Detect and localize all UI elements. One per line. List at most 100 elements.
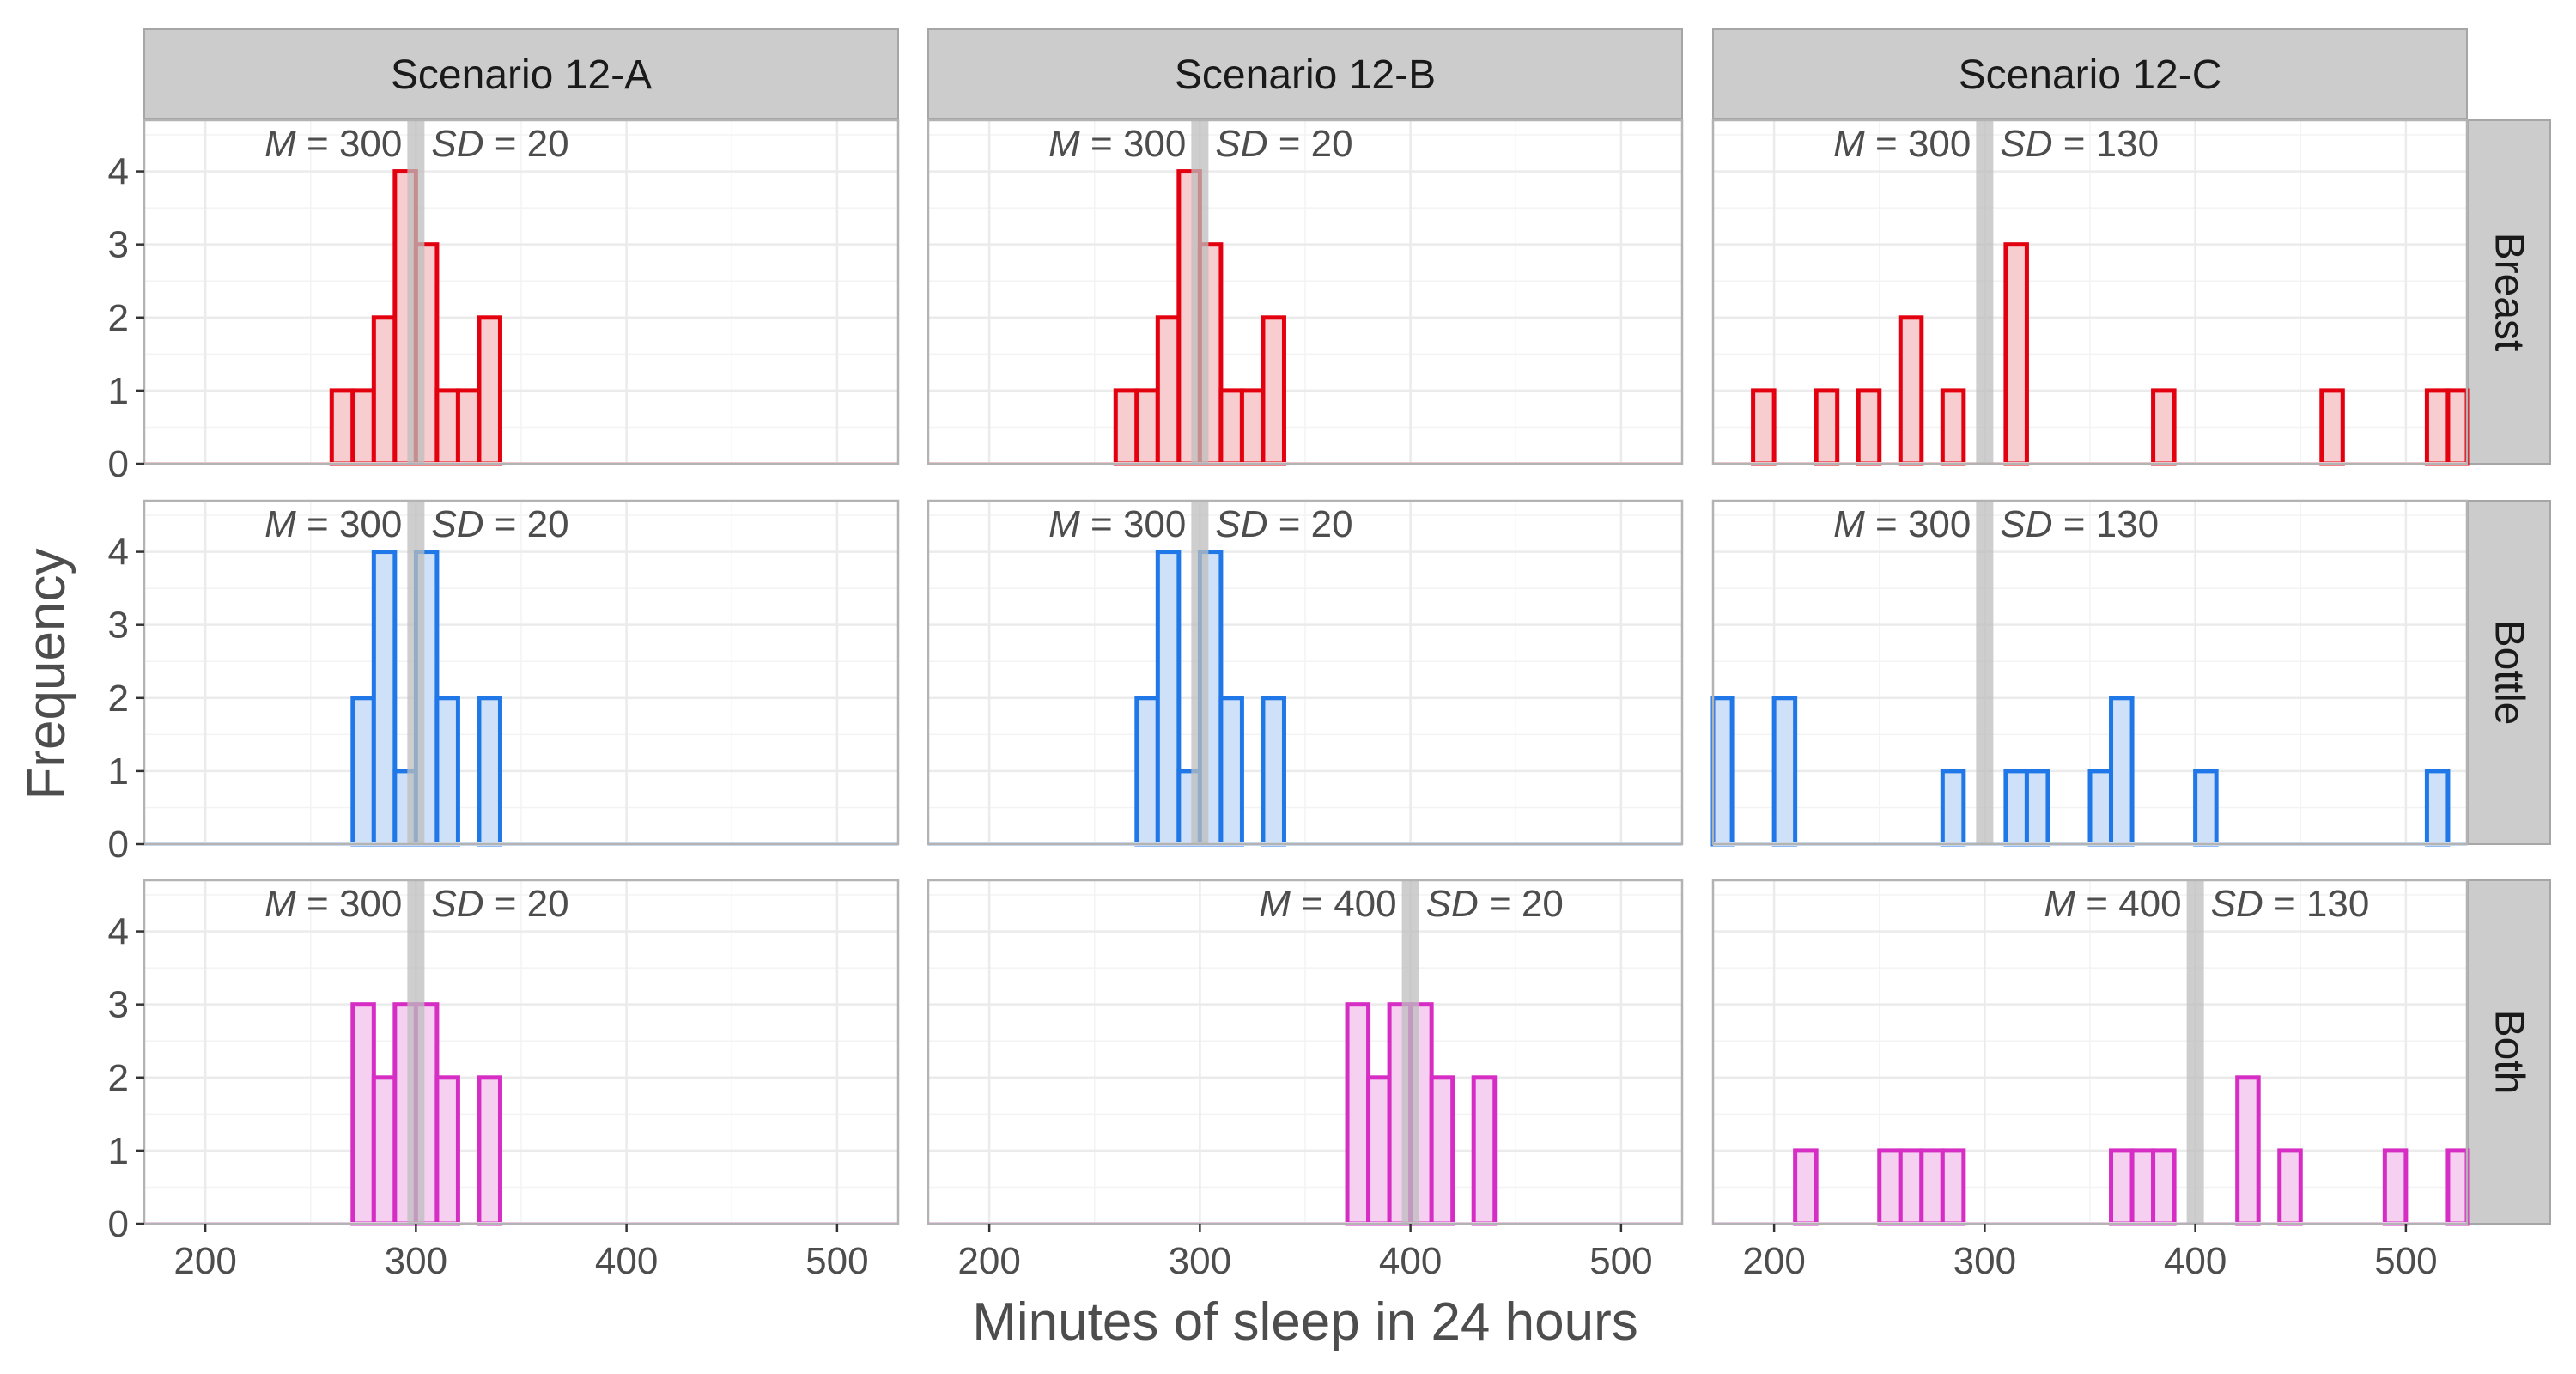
histogram-bar [350,1002,376,1226]
y-tick-label: 0 [108,824,129,866]
histogram-bar [1940,388,1966,466]
y-tick-label: 1 [108,751,129,793]
mean-annotation: M = 300 [264,503,402,545]
sd-annotation: SD = 20 [1215,503,1352,545]
histogram-bar [1113,388,1139,466]
mean-annotation: M = 400 [1259,883,1396,925]
y-tick-label: 1 [108,1130,129,1172]
column-strip [1712,28,2468,119]
sd-annotation: SD = 130 [2211,883,2370,925]
x-axis-title: Minutes of sleep in 24 hours [972,1292,1637,1352]
histogram-bar [2424,769,2451,847]
histogram-bar [2445,388,2470,466]
panel-bottle-a: M = 300 SD = 20 [143,499,900,847]
sd-annotation: SD = 20 [431,503,568,545]
column-strip-label: Scenario 12-B [1175,52,1436,98]
histogram-bar [477,315,502,466]
column-strip [143,28,899,119]
histogram-bar [1877,1148,1903,1226]
column-strip-label: Scenario 12-A [391,52,652,98]
histogram-bar [2193,769,2219,847]
panel-bottle-b: M = 300 SD = 20 [927,499,1684,847]
y-axis-title: Frequency [17,549,76,800]
mean-annotation: M = 300 [264,883,402,925]
histogram-bar [1345,1002,1371,1226]
row-strip [2467,119,2551,465]
y-tick-label: 2 [108,297,129,339]
histogram-bar [1366,1075,1392,1226]
histogram-bar [329,388,355,466]
histogram-bar [371,550,398,847]
histogram-bar [2151,388,2177,466]
histogram-bar [2445,1148,2470,1226]
histogram-bar [2319,388,2345,466]
x-tick-label: 500 [805,1240,868,1282]
histogram-bar [1940,1148,1966,1226]
histogram-bar [2003,769,2029,847]
histogram-bar [1771,696,1798,847]
histogram-bar [1155,550,1182,847]
mean-annotation: M = 300 [1048,123,1186,165]
histogram-bar [2129,1148,2156,1226]
sd-annotation: SD = 20 [1426,883,1564,925]
y-tick-label: 2 [108,678,129,720]
histogram-bar [1134,388,1160,466]
y-tick-label: 3 [108,224,129,266]
row-strip-label: Breast [2487,233,2532,352]
histogram-bar [2277,1148,2303,1226]
y-tick-label: 0 [108,443,129,485]
histogram-bar [1793,1148,1819,1226]
histogram-bar [371,1075,398,1226]
x-tick-label: 300 [385,1240,447,1282]
mean-annotation: M = 300 [1833,503,1971,545]
histogram-bar [1856,388,1882,466]
histogram-bar [1261,696,1286,847]
y-tick-label: 4 [108,151,129,193]
x-tick-label: 400 [1379,1240,1442,1282]
sd-annotation: SD = 130 [2000,503,2159,545]
sd-annotation: SD = 20 [431,883,568,925]
sd-annotation: SD = 20 [1215,123,1352,165]
histogram-bar [455,388,482,466]
panel-border [1711,119,2469,465]
histogram-bar [1898,1148,1924,1226]
panel-both-a: M = 300 SD = 20 [143,879,900,1226]
histogram-bar [1919,1148,1945,1226]
x-tick-label: 300 [1953,1240,2016,1282]
y-tick-label: 0 [108,1203,129,1245]
column-strip-label: Scenario 12-C [1959,52,2222,98]
histogram-bar [1710,696,1735,847]
histogram-bar [1814,388,1840,466]
histogram-bar [371,315,398,466]
panel-border [1711,879,2469,1225]
panel-both-b: M = 400 SD = 20 [927,879,1684,1226]
histogram-bar [2109,1148,2135,1226]
histogram-bar [2151,1148,2177,1226]
histogram-bar [1155,315,1182,466]
mean-annotation: M = 400 [2044,883,2181,925]
column-strip [927,28,1683,119]
x-tick-label: 200 [173,1240,236,1282]
y-tick-label: 1 [108,370,129,412]
histogram-bar [434,388,460,466]
histogram-bar [2109,696,2135,847]
panel-breast-a: M = 300 SD = 20 [143,119,900,466]
sd-annotation: SD = 20 [431,123,568,165]
panel-bottle-c: M = 300 SD = 130 [1710,499,2469,847]
panel-border [143,119,900,465]
histogram-bar [2003,242,2029,466]
panel-border [927,499,1684,846]
x-tick-label: 200 [957,1240,1020,1282]
x-tick-label: 400 [2164,1240,2227,1282]
histogram-bar [2235,1075,2261,1226]
x-tick-label: 300 [1169,1240,1231,1282]
histogram-bar [1751,388,1777,466]
y-tick-label: 2 [108,1057,129,1099]
histogram-bar [2087,769,2114,847]
row-strip [2467,879,2551,1225]
histogram-bar [350,696,376,847]
panel-border [927,879,1684,1225]
histogram-bar [2024,769,2050,847]
y-tick-label: 4 [108,911,129,953]
